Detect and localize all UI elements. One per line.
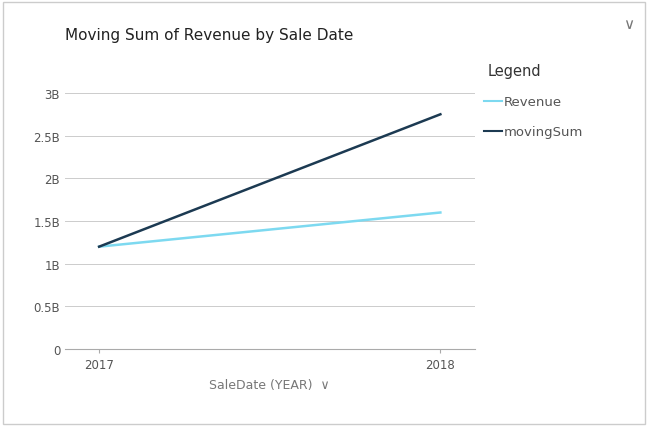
Text: ∨: ∨ [623, 17, 634, 32]
Text: Legend: Legend [488, 64, 541, 79]
Text: Revenue: Revenue [504, 96, 562, 109]
Text: Moving Sum of Revenue by Sale Date: Moving Sum of Revenue by Sale Date [65, 28, 354, 43]
Text: movingSum: movingSum [504, 126, 583, 138]
X-axis label: SaleDate (YEAR)  ∨: SaleDate (YEAR) ∨ [209, 378, 330, 391]
